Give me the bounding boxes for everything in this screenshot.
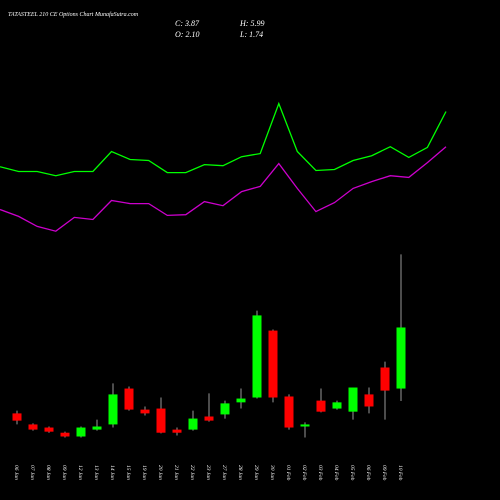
candle-body — [140, 409, 150, 414]
candle-body — [12, 413, 22, 421]
x-tick-label: 27 Jan — [221, 465, 227, 480]
candle-body — [172, 429, 182, 433]
chart-title: TATASTEEL 210 CE Options Chart MunafaSut… — [8, 11, 139, 18]
moving-average-line — [0, 146, 447, 232]
candle-body — [332, 402, 342, 409]
x-tick-label: 14 Jan — [109, 465, 116, 480]
candle-body — [108, 394, 118, 425]
info-high: H: 5.99 — [239, 19, 264, 28]
x-tick-label: 15 Jan — [125, 465, 131, 480]
candle-body — [236, 398, 246, 403]
candle-body — [252, 315, 262, 398]
x-tick-label: 12 Jan — [77, 465, 83, 480]
x-tick-label: 02 Feb — [301, 465, 307, 481]
x-tick-label: 08 Jan — [45, 465, 51, 480]
candle-body — [348, 387, 358, 412]
candle-body — [156, 408, 166, 433]
x-tick-label: 09 Jan — [61, 465, 67, 480]
candle-body — [204, 416, 214, 421]
x-tick-label: 30 Jan — [269, 464, 275, 480]
x-tick-label: 06 Feb — [365, 465, 371, 481]
candle-body — [220, 403, 230, 415]
candle-body — [380, 367, 390, 391]
candle-body — [60, 432, 70, 437]
x-tick-label: 05 Feb — [349, 465, 355, 481]
info-close: C: 3.87 — [175, 19, 200, 28]
x-tick-label: 22 Jan — [189, 465, 195, 480]
x-tick-label: 04 Feb — [333, 465, 340, 481]
x-tick-label: 10 Feb — [397, 465, 403, 481]
candle-body — [76, 427, 86, 437]
x-tick-label: 28 Jan — [237, 465, 243, 480]
candle-body — [316, 400, 326, 412]
candle-body — [300, 424, 310, 427]
candle-body — [124, 388, 134, 410]
x-tick-label: 21 Jan — [173, 465, 179, 480]
candle-body — [28, 424, 38, 430]
x-tick-label: 13 Jan — [93, 465, 99, 480]
info-low: L: 1.74 — [239, 30, 263, 39]
candle-body — [396, 327, 406, 389]
candle-body — [268, 330, 278, 398]
x-tick-label: 23 Jan — [205, 465, 211, 480]
x-tick-label: 06 Jan — [13, 465, 19, 480]
x-tick-label: 29 Jan — [253, 465, 259, 480]
x-tick-label: 01 Feb — [285, 465, 291, 481]
x-tick-label: 03 Feb — [317, 465, 323, 481]
x-tick-label: 07 Jan — [29, 465, 35, 480]
x-tick-label: 19 Jan — [141, 465, 147, 480]
x-tick-label: 09 Feb — [381, 465, 387, 481]
info-open: O: 2.10 — [175, 30, 199, 39]
candle-body — [92, 426, 102, 430]
candle-body — [284, 396, 294, 428]
candle-body — [44, 427, 54, 432]
candle-body — [188, 418, 198, 430]
candle-body — [364, 394, 374, 407]
x-tick-label: 20 Jan — [157, 465, 163, 480]
moving-average-line — [0, 101, 447, 177]
